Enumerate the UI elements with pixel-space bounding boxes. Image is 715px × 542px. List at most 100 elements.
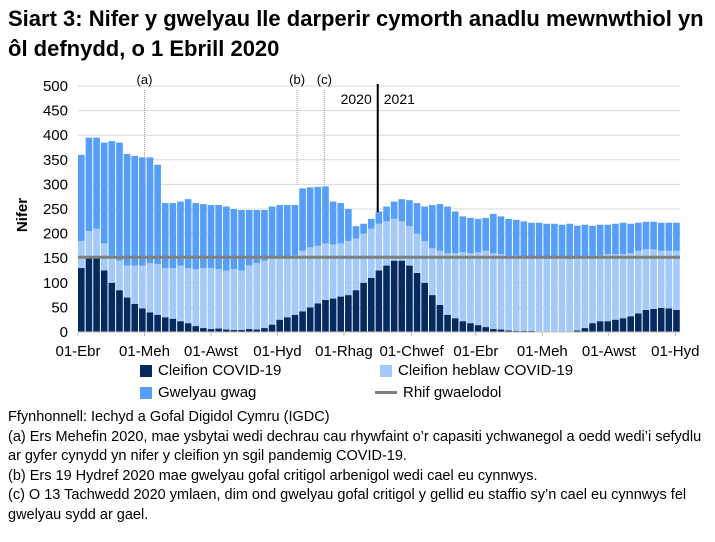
bar-segment bbox=[596, 255, 604, 322]
legend-swatch-noncovid bbox=[380, 364, 392, 377]
bar-segment bbox=[245, 329, 253, 332]
bar-segment bbox=[520, 221, 528, 259]
bar-segment bbox=[93, 137, 100, 229]
bar-segment bbox=[444, 314, 451, 332]
bar-segment bbox=[291, 205, 299, 256]
y-tick-label: 500 bbox=[43, 78, 68, 95]
bar-segment bbox=[192, 203, 200, 270]
bar-segment bbox=[200, 204, 207, 269]
bar-segment bbox=[230, 330, 238, 332]
annotation-label: (c) bbox=[317, 72, 332, 87]
bar-segment bbox=[505, 255, 512, 331]
footnotes: Ffynhonnell: Iechyd a Gofal Digidol Cymr… bbox=[8, 408, 715, 525]
year-label-left: 2020 bbox=[341, 91, 372, 107]
bar-segment bbox=[558, 224, 566, 259]
bar-segment bbox=[184, 323, 192, 332]
bar-segment bbox=[406, 265, 413, 332]
bar-segment bbox=[131, 303, 139, 332]
bar-segment bbox=[108, 141, 116, 256]
bar-segment bbox=[596, 321, 604, 332]
bar-segment bbox=[436, 204, 444, 251]
bar-segment bbox=[497, 216, 505, 255]
bar-segment bbox=[306, 187, 314, 248]
bar-segment bbox=[367, 218, 375, 229]
bar-segment bbox=[314, 245, 322, 304]
bar-segment bbox=[268, 206, 276, 259]
bar-segment bbox=[512, 219, 520, 256]
legend-item-covid: Cleifion COVID-19 bbox=[140, 362, 281, 379]
legend-label: Cleifion COVID-19 bbox=[158, 362, 282, 379]
bar-segment bbox=[604, 321, 612, 332]
bar-segment bbox=[207, 268, 215, 330]
bar-segment bbox=[93, 258, 100, 332]
x-tick-label: 01-Hyd bbox=[253, 343, 301, 360]
bar-segment bbox=[161, 268, 169, 318]
legend-line-baseline bbox=[375, 391, 397, 394]
x-tick-label: 01-Hyd bbox=[651, 343, 699, 360]
bar-segment bbox=[245, 265, 253, 330]
bar-segment bbox=[108, 282, 116, 332]
bar-segment bbox=[451, 253, 459, 319]
bar-segment bbox=[650, 308, 657, 332]
bar-segment bbox=[459, 321, 467, 332]
bar-segment bbox=[482, 217, 490, 251]
bar-segment bbox=[345, 295, 352, 332]
bar-segment bbox=[421, 206, 428, 241]
bar-segment bbox=[291, 314, 299, 332]
bar-segment bbox=[161, 203, 169, 269]
bar-segment bbox=[123, 153, 131, 266]
bar-segment bbox=[444, 253, 451, 315]
bar-segment bbox=[627, 253, 634, 317]
bar-segment bbox=[154, 314, 161, 332]
bar-segment bbox=[200, 328, 207, 332]
y-axis-label: Nifer bbox=[14, 198, 31, 232]
bar-segment bbox=[650, 249, 657, 309]
bar-segment bbox=[337, 243, 345, 297]
bar-segment bbox=[528, 222, 535, 258]
bar-segment bbox=[474, 325, 482, 332]
bar-segment bbox=[306, 307, 314, 332]
bar-segment bbox=[116, 260, 123, 291]
bar-segment bbox=[474, 252, 482, 326]
bar-segment bbox=[230, 269, 238, 331]
bar-segment bbox=[406, 226, 413, 266]
bar-segment bbox=[253, 263, 261, 330]
legend-label: Cleifion heblaw COVID-19 bbox=[398, 362, 574, 379]
bar-segment bbox=[673, 309, 680, 332]
bar-segment bbox=[589, 323, 596, 332]
bar-segment bbox=[100, 270, 108, 332]
bar-segment bbox=[596, 224, 604, 256]
bar-segment bbox=[253, 329, 261, 332]
bar-segment bbox=[589, 255, 596, 324]
bar-segment bbox=[413, 272, 421, 332]
bar-segment bbox=[131, 265, 139, 304]
bar-segment bbox=[85, 255, 93, 332]
bar-segment bbox=[390, 218, 398, 261]
bar-segment bbox=[192, 269, 200, 327]
bar-segment bbox=[642, 221, 650, 250]
bar-segment bbox=[85, 231, 93, 256]
bar-segment bbox=[85, 137, 93, 232]
bar-segment bbox=[474, 218, 482, 253]
legend-label: Gwelyau gwag bbox=[158, 384, 257, 401]
bar-segment bbox=[612, 223, 619, 255]
bar-segment bbox=[642, 309, 650, 332]
bar-segment bbox=[673, 222, 680, 251]
bar-segment bbox=[642, 249, 650, 310]
bar-segment bbox=[573, 225, 581, 259]
bar-segment bbox=[215, 205, 222, 270]
bar-segment bbox=[375, 211, 383, 224]
bar-segment bbox=[276, 319, 284, 332]
bar-segment bbox=[657, 222, 665, 251]
bar-segment bbox=[428, 248, 436, 296]
bar-segment bbox=[482, 327, 490, 332]
bar-segment bbox=[421, 282, 428, 332]
bar-segment bbox=[619, 318, 627, 332]
legend-swatch-covid bbox=[140, 364, 152, 377]
footnote-b: (b) Ers 19 Hydref 2020 mae gwelyau gofal… bbox=[8, 467, 538, 484]
bar-segment bbox=[627, 223, 634, 254]
bar-segment bbox=[169, 268, 177, 319]
bar-segment bbox=[627, 316, 634, 332]
bar-segment bbox=[299, 311, 306, 332]
